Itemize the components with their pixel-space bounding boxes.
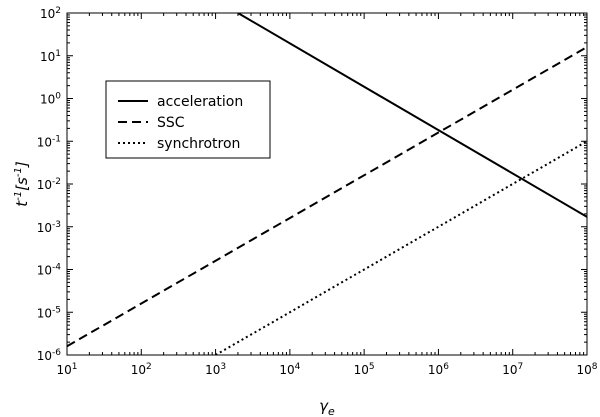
legend-label-acceleration: acceleration bbox=[157, 94, 243, 110]
y-axis-label: t-1[s-1] bbox=[13, 161, 31, 207]
y-tick-label: 102 bbox=[40, 6, 61, 21]
legend-box bbox=[105, 80, 271, 159]
legend-label-ssc: SSC bbox=[157, 115, 185, 131]
y-tick-label: 10-6 bbox=[37, 348, 62, 363]
series-line-ssc bbox=[67, 46, 587, 348]
legend: acceleration SSC synchrotron bbox=[105, 80, 271, 159]
y-tick-label: 100 bbox=[40, 92, 61, 107]
ticks-layer: 101 102 103 104 105 106 107 108 10-6 10-5 10-4 10-3… bbox=[37, 6, 598, 377]
series-line-acceleration bbox=[237, 13, 587, 218]
y-tick-label: 10-5 bbox=[37, 305, 61, 320]
x-tick-label: 106 bbox=[428, 362, 449, 377]
x-tick-label: 101 bbox=[56, 362, 77, 377]
x-tick-label: 108 bbox=[576, 362, 597, 377]
y-tick-label: 10-3 bbox=[37, 220, 61, 235]
series-line-synchrotron bbox=[215, 140, 587, 355]
x-tick-label: 102 bbox=[131, 362, 152, 377]
y-tick-label: 10-1 bbox=[37, 134, 61, 149]
x-axis-label: γe bbox=[319, 397, 335, 417]
y-tick-label: 101 bbox=[40, 49, 61, 64]
plot-layer bbox=[67, 13, 587, 355]
x-tick-label: 107 bbox=[502, 362, 523, 377]
x-tick-label: 103 bbox=[205, 362, 226, 377]
legend-label-synchrotron: synchrotron bbox=[157, 136, 240, 152]
x-tick-label: 104 bbox=[279, 362, 300, 377]
y-tick-label: 10-2 bbox=[37, 177, 61, 192]
y-tick-label: 10-4 bbox=[37, 263, 62, 278]
x-tick-label: 105 bbox=[354, 362, 375, 377]
